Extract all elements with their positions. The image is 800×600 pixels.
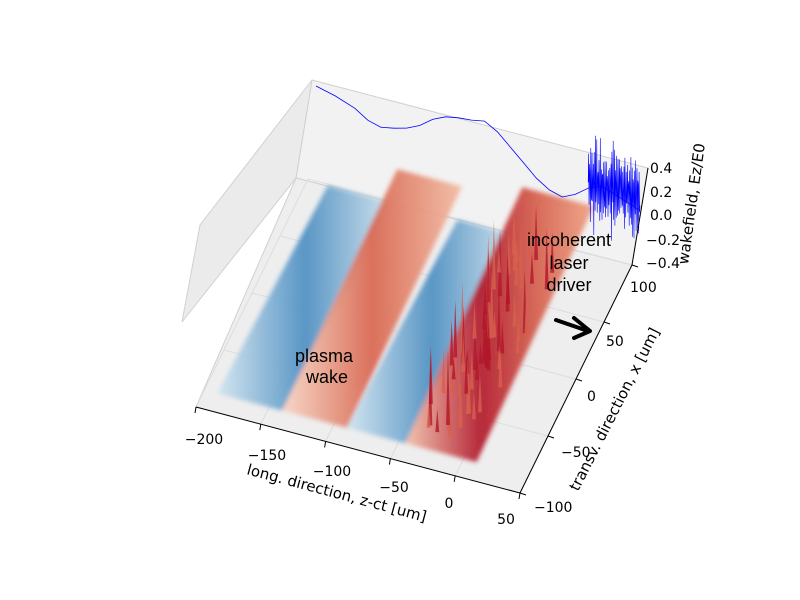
y-tick-label: 100 [630,280,657,296]
surface-spike [550,231,555,273]
surface-spike [491,219,496,290]
tick-marks [194,264,639,500]
surface-spike [464,351,469,394]
y-tick-label: 50 [606,334,624,350]
surface-spike [471,390,476,420]
x-tick-label: −50 [379,480,409,496]
surface-spike [486,249,491,302]
y-tick-mark [575,378,583,382]
surface-spike [449,319,454,366]
z-axis-line [631,167,649,266]
surface-spike [482,302,487,330]
y-tick-mark [631,264,639,268]
z-tick-label: 0.0 [650,208,672,224]
x-tick-mark [194,406,197,414]
surface-spike [441,348,446,394]
profile-oscillation [587,135,641,241]
x-tick-mark [388,458,391,465]
surface-band [217,185,393,411]
surface-spike [472,320,477,370]
annotation-line: wake [305,367,348,387]
x-tick-mark [518,492,521,500]
left-pane [181,79,313,323]
y-tick-mark [603,321,611,325]
y-tick-labels: −100 −50 0 50 100 [534,280,657,516]
surface-spike [544,228,549,290]
surface-spike [519,222,524,289]
surface-spike [500,320,505,354]
x-tick-label: −200 [185,432,223,448]
x-tick-label: −100 [313,464,351,480]
x-tick-mark [259,424,262,431]
surface-spike [496,281,501,352]
surface-spike [428,345,433,405]
annotation-plasma-wake: plasma wake [295,346,354,387]
z-tick-label: −0.4 [646,256,680,272]
z-axis-label: wakefield, Ez/E0 [674,142,709,265]
surface-spike [475,351,480,381]
y-tick-label: −50 [561,445,591,461]
surface-spike [529,250,534,284]
surface-spike [472,301,477,339]
surface-spike [512,291,517,327]
z-tick-label: −0.2 [646,233,680,249]
surface-spike [534,204,539,260]
surface-spike [524,297,529,336]
surface-spike [453,300,458,358]
surface-spike [512,218,517,272]
z-tick-label: 0.4 [650,161,672,177]
y-tick-label: −100 [534,500,572,516]
gridline [307,178,633,266]
surface-spike [461,305,466,364]
wakefield-profile-line [315,85,641,241]
surface-spike [497,247,502,273]
surface-spike [477,373,482,413]
surface-spike [461,334,466,372]
y-tick-mark [547,435,555,439]
z-tick-labels: −0.4 −0.2 0.0 0.2 0.4 [646,161,680,272]
surface-spike [457,356,462,398]
x-axis-line [195,406,521,494]
arrow-icon [554,316,592,340]
y-tick-mark [519,492,527,496]
y-tick-label: 0 [587,389,596,405]
laser-driver-spikes [426,193,555,437]
annotation-line: laser [549,253,588,273]
profile-path [315,85,641,211]
annotation-line: incoherent [527,230,611,250]
annotation-line: driver [546,275,591,295]
annotation-line: plasma [295,346,354,366]
x-tick-label: −150 [248,448,286,464]
surface-spike [445,351,450,426]
z-tick-label: 0.2 [650,185,672,201]
surface-band [282,169,463,428]
x-tick-labels: −200 −150 −100 −50 0 50 [185,432,515,528]
x-tick-label: 50 [497,512,515,528]
surface-spike [486,309,491,371]
surface-spike [505,248,510,312]
x-tick-label: 0 [445,496,454,512]
x-tick-mark [453,475,456,482]
surface-spike [435,408,440,433]
surface-spike [489,268,494,339]
annotation-laser-driver: incoherent laser driver [527,230,611,295]
surface-spike [451,357,456,380]
surface-spike [478,343,483,364]
surface-band [346,219,516,444]
surface-spike [457,383,462,426]
surface-spike [469,350,474,390]
surface-spike [497,344,502,370]
surface-spike [526,193,531,263]
surface-spike [426,403,431,428]
surface-spike [516,317,521,343]
x-tick-mark [324,441,327,448]
